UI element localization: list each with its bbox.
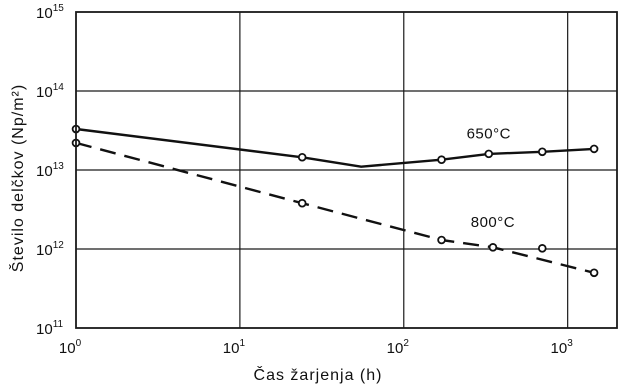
y-tick-exponent: 14	[53, 82, 65, 93]
plot-frame	[75, 11, 618, 329]
data-point	[297, 152, 307, 162]
series-label-1: 650°C	[467, 126, 511, 143]
y-tick-exponent: 15	[53, 3, 65, 14]
series-label-2: 800°C	[471, 214, 515, 231]
data-point	[297, 198, 307, 208]
y-tick-label: 1015	[36, 3, 64, 22]
y-tick-exponent: 13	[53, 161, 65, 172]
data-point	[484, 149, 494, 159]
y-tick-exponent: 11	[53, 319, 64, 330]
series-line-1	[75, 127, 595, 168]
x-tick-exponent: 3	[567, 338, 573, 349]
data-point	[437, 155, 446, 165]
grid-lines	[76, 12, 617, 328]
data-point	[537, 147, 547, 157]
x-tick-exponent: 0	[76, 338, 82, 349]
y-tick-exponent: 12	[53, 240, 65, 251]
x-tick-label: 100	[59, 338, 82, 357]
data-point	[589, 268, 599, 278]
x-tick-label: 103	[551, 338, 574, 357]
y-tick-label: 1012	[36, 240, 64, 259]
data-point	[488, 243, 498, 252]
x-axis-label: Čas žarjenja (h)	[254, 365, 383, 384]
data-point	[589, 144, 599, 154]
series-layer: 650°C 800°C	[71, 124, 599, 278]
data-point	[437, 235, 446, 245]
x-tick-label: 102	[387, 338, 410, 357]
x-tick-exponent: 2	[403, 338, 409, 349]
y-axis-label: Število delčkov (Np/m²)	[8, 84, 27, 272]
x-tick-label: 101	[223, 338, 246, 357]
x-tick-labels: 100 101 102 103	[59, 338, 573, 357]
x-tick-exponent: 1	[239, 338, 245, 349]
y-tick-label: 1014	[36, 82, 64, 101]
y-tick-labels: 1011 1012 1013 1014 1015	[36, 3, 64, 338]
y-tick-label: 1011	[36, 319, 64, 338]
y-tick-label: 1013	[36, 161, 64, 180]
data-point	[537, 244, 547, 253]
